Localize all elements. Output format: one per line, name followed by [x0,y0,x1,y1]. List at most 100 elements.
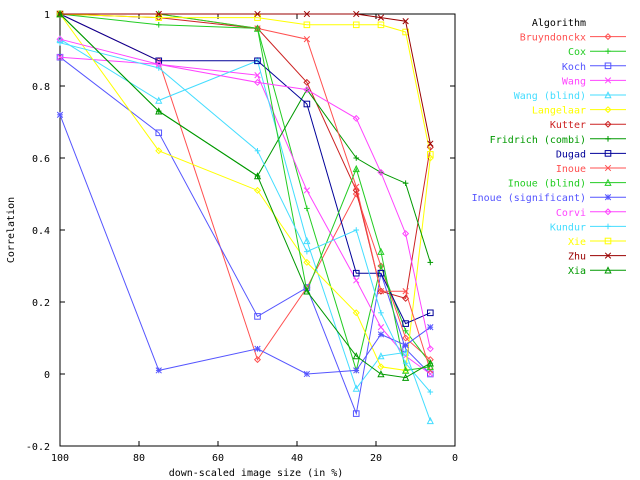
series-line [59,56,431,375]
data-point [427,389,434,395]
legend-entry-label: Langelaar [532,106,586,117]
data-point [402,230,410,238]
series-line [59,38,431,349]
data-point [155,367,162,374]
series-zhu [56,10,434,147]
x-tick-label: 100 [51,453,69,464]
data-point [303,100,311,108]
data-point [426,416,434,425]
data-point [254,10,261,18]
data-point [352,352,360,360]
data-point [303,370,311,378]
data-point [605,48,611,54]
data-point [604,252,612,259]
series-line [59,13,431,379]
data-point [303,78,311,86]
data-point [402,328,409,334]
series-line [59,42,431,393]
series-corvi [56,35,434,353]
data-point [254,345,261,352]
x-tick-label: 40 [291,453,303,464]
data-point [254,148,261,154]
data-point [604,208,612,216]
data-point [155,147,163,155]
data-point [604,77,612,84]
data-point [353,155,360,161]
tick-labels: -0.2 0 0.2 0.4 0.6 0.8 1 100 80 60 40 20 0 [26,10,458,464]
series-dugad [56,10,434,327]
y-tick-label: 0.8 [32,82,50,93]
data-point [604,178,612,186]
data-point [352,186,360,194]
data-point [353,227,360,233]
legend-entry-label: Fridrich (combi) [490,135,586,146]
data-point [604,120,612,128]
data-point [377,288,385,295]
data-point [604,164,612,172]
legend-title: Algorithm [532,18,586,29]
legend-entry-label: Corvi [556,208,586,219]
series-line [59,56,431,416]
series-line [59,114,431,375]
legend-entry-label: Kundur [550,222,586,233]
data-point [254,72,261,79]
data-point [402,288,409,295]
series-xie [56,10,434,158]
data-point [402,373,410,381]
data-point [155,65,162,71]
data-point [427,259,434,266]
data-point [604,33,612,41]
data-point [353,277,360,284]
legend-entry-label: Inoue [556,164,586,175]
data-point [155,22,162,28]
series-line [59,13,431,263]
data-point [303,36,311,43]
y-tick-label: -0.2 [26,442,50,453]
data-point [402,348,410,356]
data-point [426,345,434,353]
y-tick-label: 1 [44,10,50,21]
legend-entry-label: Inoue (blind) [508,179,586,190]
data-point [253,186,262,194]
legend: Algorithm Bruyndonckx Cox Koch Wang Wang (bli… [472,18,626,277]
data-point [427,151,434,158]
data-point [605,136,611,142]
data-point [402,334,410,342]
data-point [303,287,311,295]
data-point [352,309,360,317]
data-point [377,331,385,338]
data-point [303,86,311,94]
series-line [59,13,431,155]
series-wang-blind [56,35,434,425]
data-point [303,236,311,245]
series-fridrich-combi [57,11,434,266]
data-point [353,367,360,374]
legend-entry-label: Koch [562,62,586,73]
data-point [427,309,434,317]
data-point [402,360,409,366]
data-point [303,21,311,29]
x-tick-label: 60 [212,453,224,464]
x-tick-label: 80 [133,453,145,464]
data-point [352,164,360,173]
data-point [377,21,385,29]
data-point [254,57,261,65]
data-point [378,310,384,316]
x-tick-label: 0 [452,453,458,464]
data-point [253,24,262,32]
data-point [377,168,385,176]
data-point [377,363,385,371]
data-point [155,57,163,65]
series-lines [56,10,434,425]
y-tick-label: 0.6 [32,154,50,165]
data-point [253,78,262,86]
data-point [427,324,434,331]
x-tick-label: 20 [370,453,382,464]
series-line [60,13,431,144]
legend-entry-label: Xia [568,266,586,277]
series-kutter [56,10,434,302]
data-point [56,10,64,18]
data-point [352,21,360,29]
y-tick-label: 0.2 [32,298,50,309]
data-point [155,10,162,18]
